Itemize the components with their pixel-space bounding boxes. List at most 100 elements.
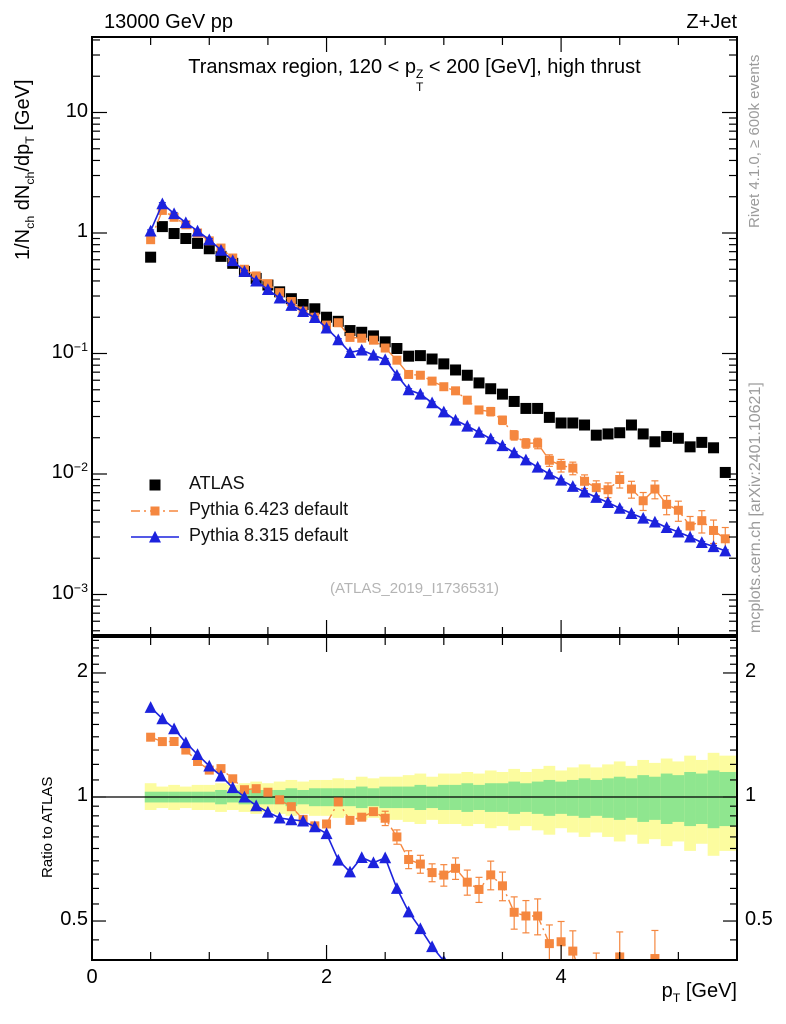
ratio-pythia6-marker <box>544 939 554 949</box>
pythia8-marker <box>531 460 544 473</box>
ratio-pythia6-marker <box>404 854 414 864</box>
ratio-pythia8-marker <box>367 856 380 869</box>
ratio-pythia8-line <box>150 706 445 960</box>
pythia8-marker <box>613 501 626 514</box>
ratio-pythia6-marker <box>368 807 378 817</box>
pythia6-marker <box>415 370 425 380</box>
atlas-marker <box>532 402 544 414</box>
ratio-pythia8-marker <box>590 1003 602 1015</box>
ratio-pythia8-marker <box>144 701 157 713</box>
atlas-marker <box>614 427 626 439</box>
pythia6-marker <box>626 484 636 494</box>
ratio-pythia8-marker <box>520 967 532 979</box>
pythia8-marker <box>508 446 521 459</box>
ratio-pythia8-marker <box>485 962 497 974</box>
ratio-pythia8-marker <box>579 1020 591 1024</box>
ratio-pythia8-marker <box>532 991 544 1003</box>
ratio-pythia6-marker <box>415 859 425 869</box>
green-band-bin <box>531 781 544 814</box>
green-band-bin <box>637 775 650 822</box>
legend-pythia6-marker <box>150 506 160 516</box>
analysis-watermark: (ATLAS_2019_I1736531) <box>329 580 499 597</box>
ratio-pythia6-marker <box>333 797 343 807</box>
ratio-pythia6-marker <box>392 832 402 842</box>
atlas-marker <box>590 429 602 441</box>
legend-pythia8-marker <box>149 530 161 543</box>
pythia8-marker <box>437 405 450 418</box>
ratio-pythia6-marker <box>345 815 355 825</box>
pythia8-marker <box>285 299 298 311</box>
pythia6-marker <box>615 475 625 485</box>
atlas-marker <box>180 233 192 245</box>
axis-ticks <box>92 37 737 960</box>
pythia8-marker <box>672 525 685 538</box>
ratio-y-tick-label-right: 1 <box>745 784 757 806</box>
pythia6-marker <box>451 386 461 396</box>
pythia6-marker <box>157 205 167 215</box>
pythia6-marker <box>509 430 519 440</box>
pythia8-marker <box>250 274 263 287</box>
atlas-marker <box>567 417 579 429</box>
ratio-pythia8-marker <box>273 811 286 824</box>
pythia8-marker <box>355 343 368 356</box>
atlas-marker <box>461 369 473 381</box>
atlas-marker <box>579 419 591 431</box>
green-band-bin <box>649 776 661 820</box>
ratio-pythia8-marker <box>156 712 169 725</box>
pythia8-marker <box>238 265 251 277</box>
ratio-pythia8-marker <box>203 759 216 772</box>
atlas-marker <box>391 343 403 355</box>
pythia8-marker <box>191 224 204 237</box>
green-band-bin <box>578 778 591 818</box>
green-band-bin <box>672 775 685 822</box>
atlas-marker <box>625 419 637 431</box>
ratio-pythia6-marker <box>169 737 179 747</box>
pythia6-marker <box>521 438 531 448</box>
pythia8-marker <box>273 291 286 304</box>
pythia8-marker <box>695 536 708 549</box>
pythia6-marker <box>146 235 156 245</box>
ratio-pythia8-marker <box>250 799 263 812</box>
ratio-y-tick-label-right: 0.5 <box>745 908 773 931</box>
green-band-bin <box>660 773 673 824</box>
main-panel-frame <box>91 36 738 636</box>
ratio-pythia8-marker <box>567 1007 579 1019</box>
atlas-marker <box>602 428 614 440</box>
ratio-y-tick-label-left: 1 <box>76 784 88 806</box>
pythia6-marker <box>380 343 390 353</box>
pythia6-marker <box>603 485 613 495</box>
pythia8-marker <box>320 321 333 334</box>
atlas-marker <box>661 430 673 442</box>
ratio-pythia8-marker <box>168 722 181 735</box>
pythia6-marker <box>333 318 343 328</box>
pythia6-marker <box>357 333 367 343</box>
pythia8-marker <box>144 224 157 237</box>
main-y-tick-label: 10−3 <box>51 580 88 604</box>
pythia6-marker <box>544 455 554 465</box>
ratio-pythia8-marker <box>402 905 415 918</box>
atlas-marker <box>719 466 731 478</box>
pythia8-marker <box>367 348 380 361</box>
pythia6-marker <box>439 382 449 392</box>
pythia8-marker <box>390 369 403 381</box>
ratio-pythia6-marker <box>239 785 249 795</box>
ratio-pythia8-marker <box>414 922 427 935</box>
ratio-pythia6-marker <box>462 877 472 887</box>
pythia6-marker <box>556 460 566 470</box>
ratio-pythia8-marker <box>320 827 333 840</box>
ratio-pythia6-marker <box>451 863 461 873</box>
atlas-marker <box>684 441 696 453</box>
atlas-marker <box>192 237 204 249</box>
atlas-marker <box>156 221 168 233</box>
ratio-pythia8-marker <box>426 940 439 953</box>
green-band-bin <box>566 779 579 816</box>
pythia8-marker <box>261 283 274 295</box>
pythia8-marker <box>602 496 614 509</box>
ratio-pythia6-marker <box>721 1019 730 1024</box>
atlas-marker <box>403 350 415 362</box>
atlas-marker <box>414 350 426 362</box>
pythia6-marker <box>662 499 672 509</box>
pythia8-marker <box>637 511 650 524</box>
atlas-marker <box>321 311 333 323</box>
